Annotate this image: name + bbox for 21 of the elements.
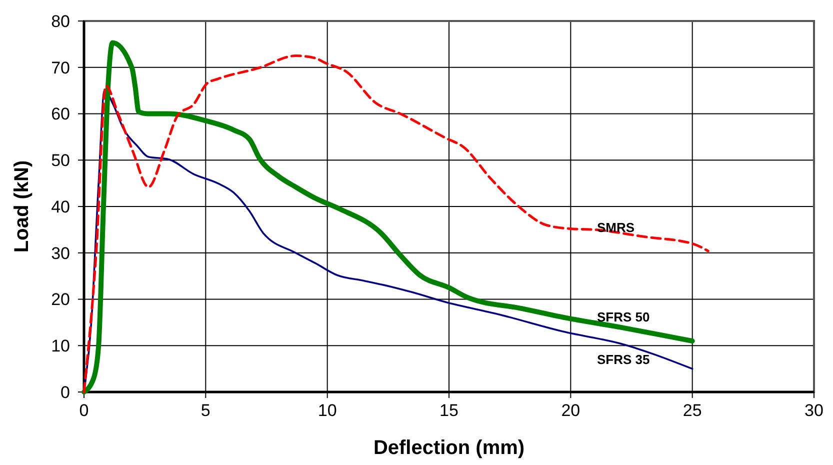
x-tick-label: 15 [440,401,458,420]
y-tick-label: 60 [51,104,70,124]
series-label: SFRS 50 [597,310,650,325]
y-tick-label: 80 [51,12,70,31]
series-label: SFRS 35 [597,352,650,367]
y-tick-label: 10 [51,336,70,356]
x-axis-title: Deflection (mm) [373,437,525,459]
x-tick-label: 30 [804,401,824,420]
x-tick-label: 20 [561,401,580,420]
y-tick-label: 50 [51,151,70,170]
x-tick-label: 0 [79,401,89,420]
y-tick-label: 70 [51,58,70,78]
y-tick-label: 30 [51,244,70,263]
x-tick-label: 25 [682,401,702,420]
x-tick-label: 5 [200,401,210,420]
y-tick-label: 20 [51,290,70,310]
y-axis-title: Load (kN) [11,160,33,253]
series-label: SMRS [597,220,635,236]
y-tick-label: 40 [51,197,70,216]
y-tick-label: 0 [60,382,70,402]
x-tick-label: 10 [318,401,337,420]
